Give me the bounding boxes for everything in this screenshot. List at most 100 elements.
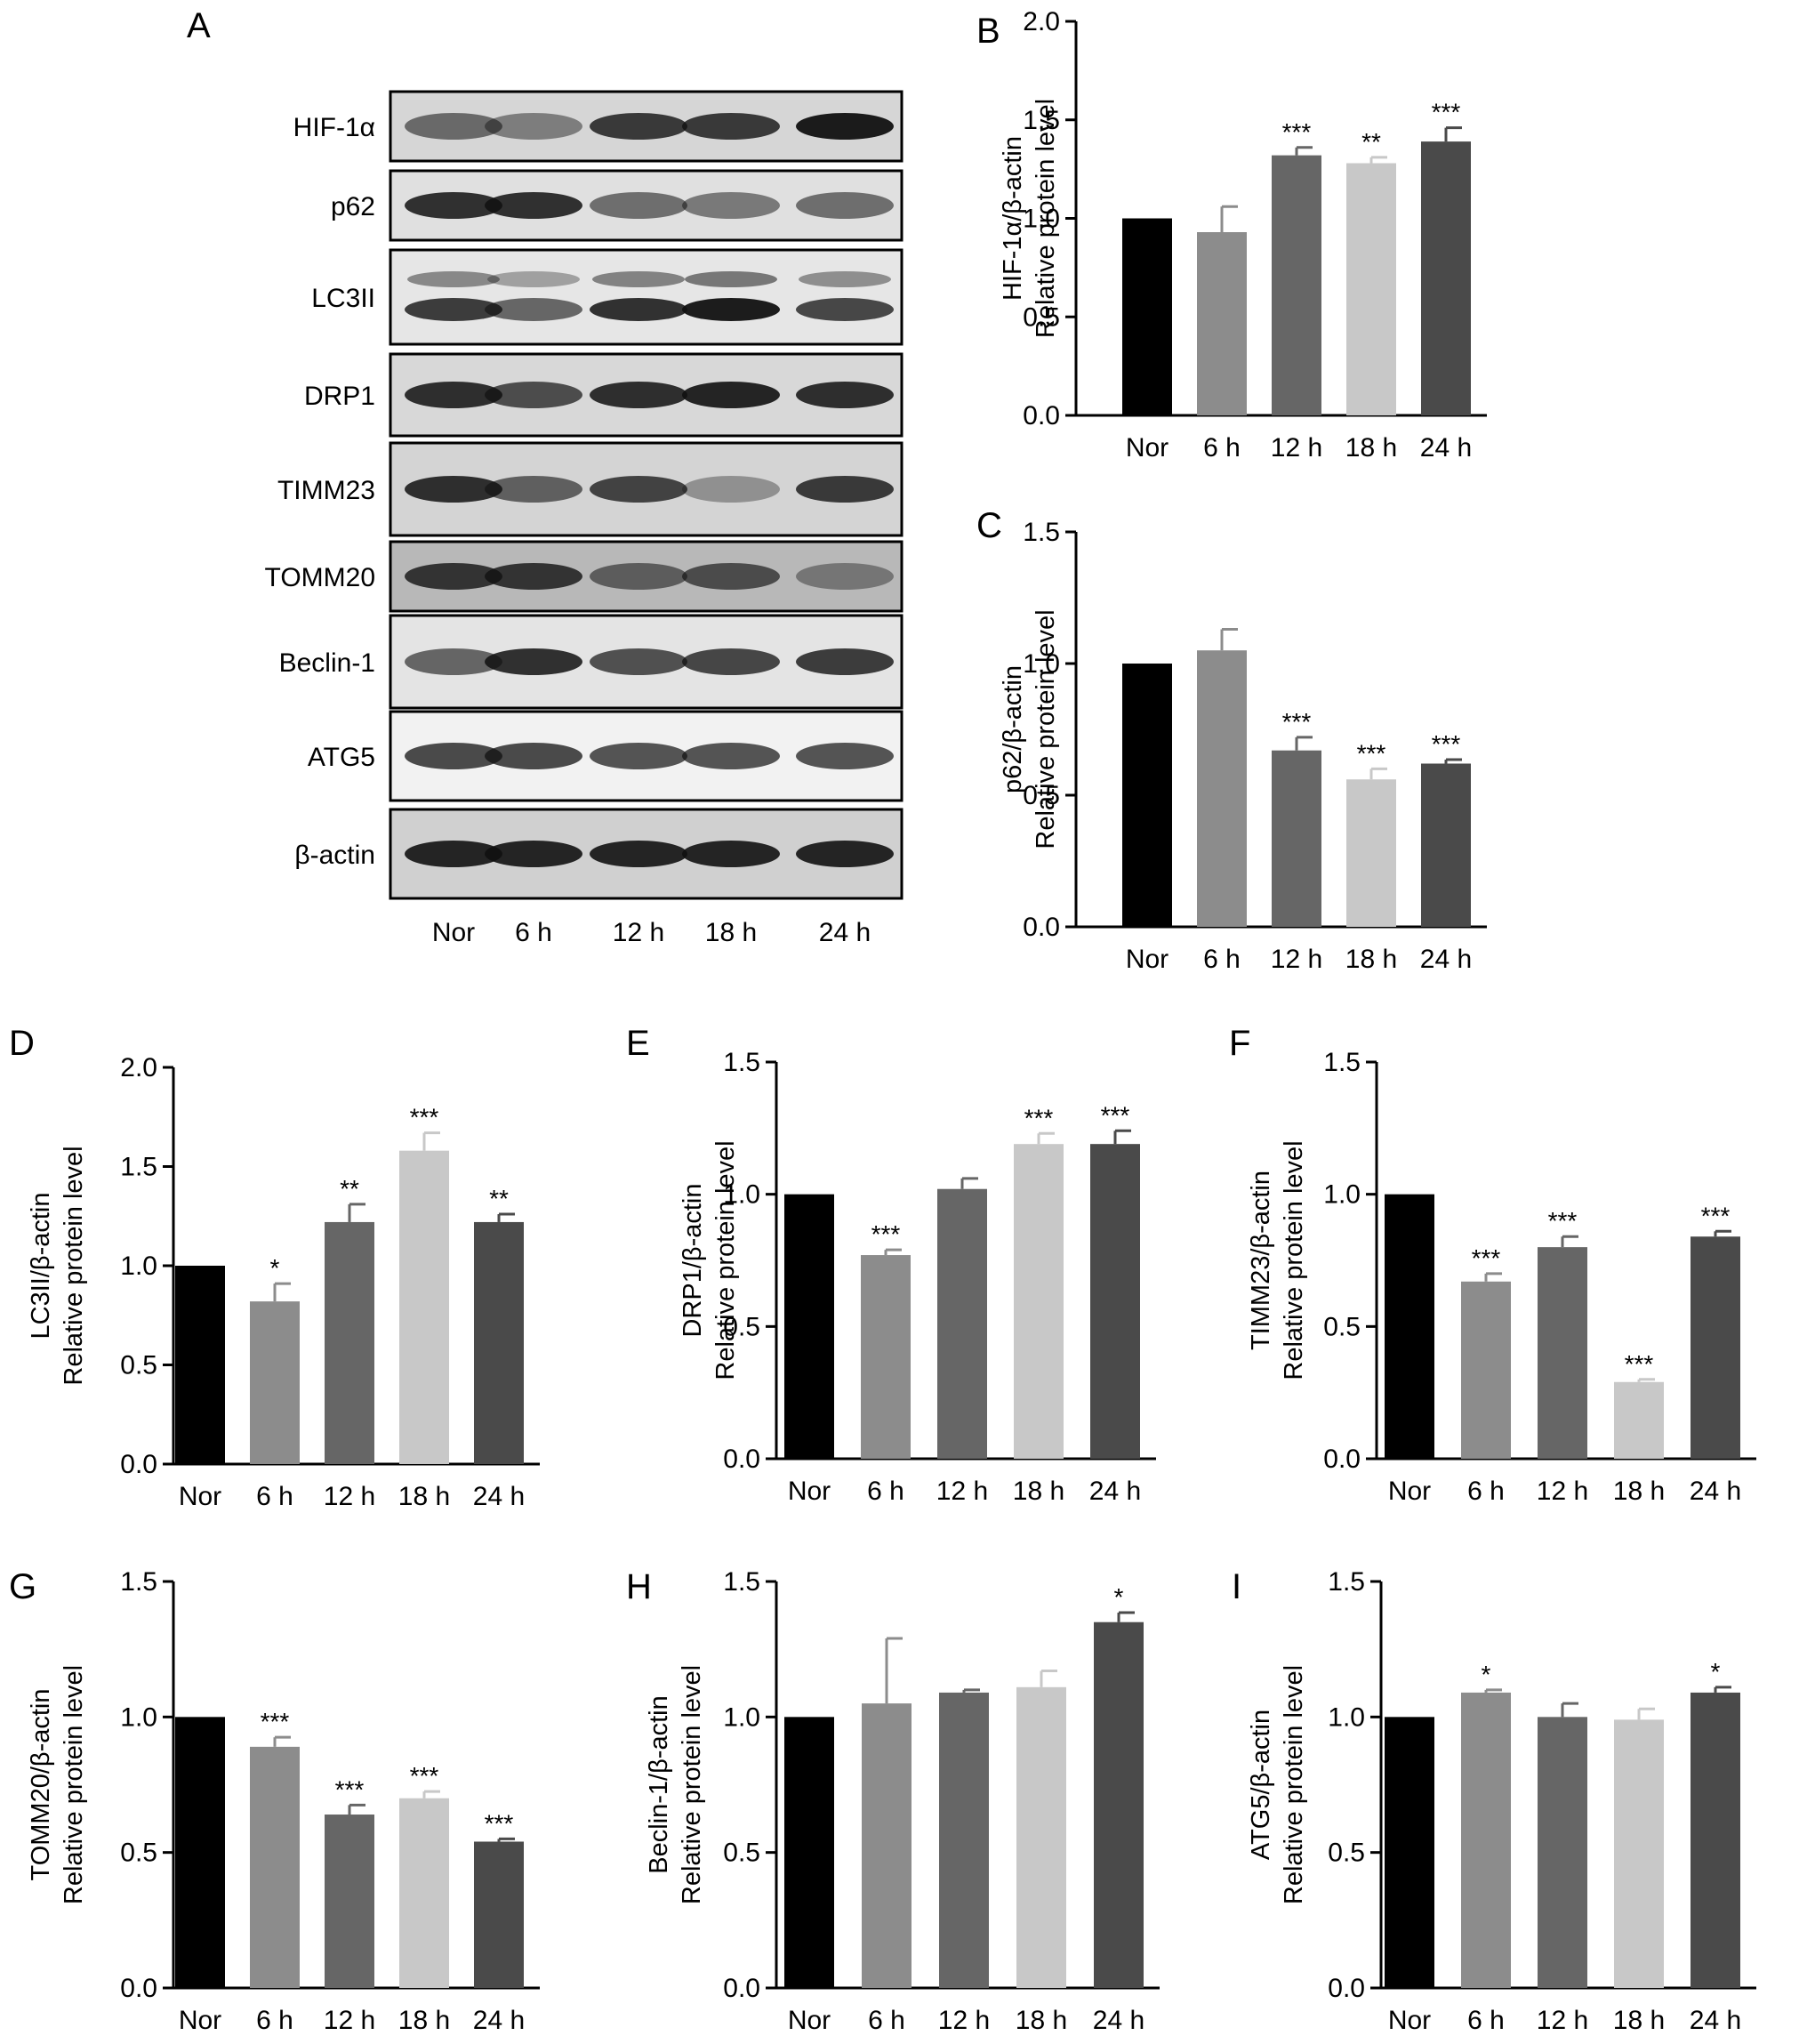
significance-marker: ***: [1701, 1202, 1731, 1229]
x-tick-label: 12 h: [1537, 2006, 1588, 2035]
blot-band: [682, 841, 780, 867]
blot-strip: HIF-1α: [293, 90, 904, 163]
blot-band: [590, 841, 687, 867]
y-axis-label: Relative protein level: [1280, 1140, 1308, 1380]
bar: [250, 1746, 300, 1988]
blot-band: [590, 563, 687, 590]
bar: [1346, 779, 1396, 927]
significance-marker: ***: [1101, 1101, 1130, 1129]
y-tick-label: 0.5: [120, 1839, 157, 1868]
y-axis-label: LC3II/β-actin: [27, 1193, 55, 1340]
bar: [474, 1221, 524, 1464]
blot-band: [485, 476, 582, 503]
y-tick-label: 0.0: [723, 1444, 760, 1474]
blot-band: [796, 841, 894, 867]
x-tick-label: 6 h: [1467, 1477, 1505, 1506]
blot-band: [682, 298, 780, 321]
bar: [937, 1188, 987, 1459]
y-axis-label: Relative protein level: [1280, 1665, 1308, 1904]
chart-panel-g: G 0.0 0.5 1.0 1.5 TOMM20/β-actin Relative prot…: [9, 1567, 540, 2035]
y-tick-label: 2.0: [1023, 7, 1060, 36]
y-tick-label: 0.5: [723, 1839, 760, 1868]
significance-marker: *: [270, 1254, 280, 1282]
bar: [784, 1194, 834, 1459]
blot-band: [485, 743, 582, 769]
y-tick-label: 1.5: [723, 1048, 760, 1077]
blot-band: [485, 298, 582, 321]
blot-strip-frame: [389, 248, 904, 346]
blot-band: [405, 382, 502, 408]
blot-band: [682, 113, 780, 140]
blot-band: [682, 648, 780, 675]
bar: [1197, 232, 1247, 415]
blot-band: [485, 382, 582, 408]
x-tick-label: Nor: [1388, 1477, 1431, 1506]
significance-marker: ***: [1432, 730, 1461, 758]
y-axis-label: TOMM20/β-actin: [27, 1689, 55, 1881]
y-axis-label: ATG5/β-actin: [1247, 1710, 1275, 1860]
chart-panel-i: I 0.0 0.5 1.0 1.5 ATG5/β-actin Relative protei…: [1232, 1567, 1756, 2035]
y-tick-label: 1.5: [120, 1567, 157, 1597]
blot-band: [682, 563, 780, 590]
significance-marker: ***: [1548, 1207, 1578, 1235]
x-tick-label: Nor: [788, 1477, 831, 1506]
blot-band: [796, 298, 894, 321]
blot-band: [485, 563, 582, 590]
blot-band: [485, 192, 582, 219]
significance-marker: *: [1114, 1583, 1124, 1611]
blot-strip: ATG5: [308, 710, 904, 802]
x-tick-label: 12 h: [1271, 945, 1322, 974]
significance-marker: ***: [1357, 739, 1386, 767]
significance-marker: *: [1711, 1658, 1721, 1686]
x-tick-label: 24 h: [1089, 1477, 1141, 1506]
significance-marker: ***: [485, 1809, 514, 1837]
y-tick-label: 1.5: [1023, 518, 1060, 547]
y-axis-label: Relative protein level: [60, 1665, 88, 1904]
bar: [325, 1221, 374, 1464]
blot-protein-label: TOMM20: [265, 563, 375, 592]
x-tick-label: 18 h: [1013, 1477, 1064, 1506]
blot-band: [405, 476, 502, 503]
blot-protein-label: LC3II: [311, 284, 375, 313]
significance-marker: ***: [335, 1775, 365, 1803]
blot-band: [405, 298, 502, 321]
panel-letter: H: [626, 1567, 652, 1606]
blot-band: [682, 382, 780, 408]
bar: [1385, 1717, 1434, 1988]
significance-marker: ***: [1282, 708, 1312, 736]
y-tick-label: 1.0: [1023, 205, 1060, 234]
bar: [862, 1703, 912, 1988]
bar: [1090, 1144, 1140, 1459]
y-tick-label: 2.0: [120, 1053, 157, 1082]
blot-band: [590, 192, 687, 219]
panel-letter: F: [1229, 1024, 1250, 1063]
x-tick-label: 12 h: [938, 2006, 990, 2035]
blot-band: [405, 743, 502, 769]
chart-panel-f: F 0.0 0.5 1.0 1.5 TIMM23/β-actin Relative prot…: [1229, 1024, 1756, 1506]
bar: [1122, 218, 1172, 415]
x-tick-label: Nor: [788, 2006, 831, 2035]
bar: [175, 1266, 225, 1464]
x-tick-label: 18 h: [398, 1482, 450, 1511]
y-tick-label: 1.0: [120, 1251, 157, 1281]
y-tick-label: 1.0: [723, 1180, 760, 1210]
blot-band: [405, 841, 502, 867]
x-tick-label: 18 h: [1345, 945, 1397, 974]
x-tick-label: 18 h: [1345, 433, 1397, 463]
x-tick-label: Nor: [1126, 945, 1169, 974]
blot-band: [796, 382, 894, 408]
x-tick-label: 18 h: [1016, 2006, 1067, 2035]
bar: [1461, 1692, 1511, 1988]
panel-letter: D: [9, 1024, 35, 1063]
bar: [399, 1798, 449, 1988]
panel-letter: I: [1232, 1567, 1241, 1606]
x-tick-label: 12 h: [936, 1477, 988, 1506]
x-tick-label: 6 h: [1203, 433, 1241, 463]
y-tick-label: 1.5: [723, 1567, 760, 1597]
bar: [784, 1717, 834, 1988]
blot-lane-label: 18 h: [705, 918, 757, 947]
bar: [1014, 1144, 1064, 1459]
blot-band: [590, 382, 687, 408]
x-tick-label: 6 h: [867, 1477, 904, 1506]
significance-marker: ***: [410, 1762, 439, 1790]
